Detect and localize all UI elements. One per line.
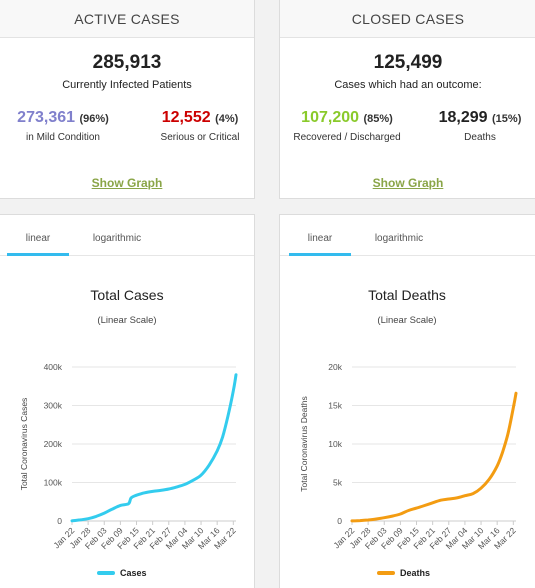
active-cases-total: 285,913	[92, 52, 162, 73]
tab-deaths-logarithmic[interactable]: logarithmic	[374, 233, 424, 244]
serious-condition-value: 12,552	[161, 109, 211, 126]
cases-chart-title: Total Cases	[90, 287, 163, 303]
cases-y-tick-label: 200k	[44, 439, 63, 449]
cases-y-tick-label: 400k	[44, 362, 63, 372]
deaths-stat: 18,299 (15%) Deaths	[420, 109, 535, 143]
cases-series-line	[70, 373, 238, 523]
cases-y-tick-label: 100k	[44, 478, 63, 488]
recovered-stat: 107,200 (85%) Recovered / Discharged	[282, 109, 412, 143]
recovered-value: 107,200	[301, 109, 360, 126]
total-deaths-chart: Total Deaths (Linear Scale) 0 5k 10k 15k 20k To…	[299, 287, 518, 578]
cases-y-tick-label: 300k	[44, 401, 63, 411]
closed-cases-total-label: Cases which had an outcome:	[334, 79, 482, 91]
active-cases-panel: ACTIVE CASES 285,913 Currently Infected …	[0, 0, 255, 199]
deaths-series-line	[350, 391, 518, 523]
mild-condition-percent: (96%)	[79, 113, 109, 125]
deaths-y-tick-label: 10k	[328, 439, 342, 449]
closed-show-graph-link[interactable]: Show Graph	[372, 176, 444, 190]
serious-condition-label: Serious or Critical	[160, 132, 240, 143]
active-show-graph-link[interactable]: Show Graph	[91, 176, 163, 190]
deaths-percent: (15%)	[492, 113, 522, 125]
deaths-y-axis-label: Total Coronavirus Deaths	[299, 396, 309, 491]
cases-legend-label: Cases	[120, 568, 147, 578]
cases-scale-tabs: linear logarithmic	[0, 215, 254, 256]
active-cases-header: ACTIVE CASES	[0, 0, 254, 38]
deaths-y-tick-label: 20k	[328, 362, 342, 372]
serious-condition-percent: (4%)	[215, 113, 239, 125]
deaths-label: Deaths	[464, 132, 496, 143]
tab-cases-linear[interactable]: linear	[7, 215, 69, 256]
deaths-legend-label: Deaths	[400, 568, 430, 578]
deaths-y-tick-label: 15k	[328, 401, 342, 411]
tab-cases-logarithmic[interactable]: logarithmic	[92, 233, 142, 244]
recovered-label: Recovered / Discharged	[293, 132, 401, 143]
closed-cases-panel: CLOSED CASES 125,499 Cases which had an …	[279, 0, 535, 199]
cases-y-axis-label: Total Coronavirus Cases	[19, 398, 29, 491]
mild-condition-value: 273,361	[17, 109, 76, 126]
deaths-y-tick-label: 5k	[333, 478, 343, 488]
tab-deaths-linear[interactable]: linear	[289, 215, 351, 256]
deaths-scale-tabs: linear logarithmic	[280, 215, 535, 256]
active-cases-total-label: Currently Infected Patients	[62, 79, 192, 91]
mild-condition-label: in Mild Condition	[26, 132, 100, 143]
deaths-y-tick-label: 0	[337, 516, 342, 526]
closed-cases-header: CLOSED CASES	[280, 0, 535, 38]
deaths-value: 18,299	[438, 109, 488, 126]
mild-condition-stat: 273,361 (96%) in Mild Condition	[3, 109, 123, 143]
cases-chart-subtitle: (Linear Scale)	[97, 315, 156, 326]
cases-y-tick-label: 0	[57, 516, 62, 526]
recovered-percent: (85%)	[363, 113, 393, 125]
total-cases-chart-panel: linear logarithmic Total Cases (Linear Sc…	[0, 214, 255, 588]
closed-cases-total: 125,499	[373, 52, 443, 73]
total-deaths-chart-panel: linear logarithmic Total Deaths (Linear S…	[279, 214, 535, 588]
serious-condition-stat: 12,552 (4%) Serious or Critical	[140, 109, 260, 143]
total-cases-chart: Total Cases (Linear Scale) 0 100k 200k 300k 40…	[19, 287, 238, 578]
deaths-chart-subtitle: (Linear Scale)	[377, 315, 436, 326]
deaths-chart-title: Total Deaths	[368, 287, 446, 303]
